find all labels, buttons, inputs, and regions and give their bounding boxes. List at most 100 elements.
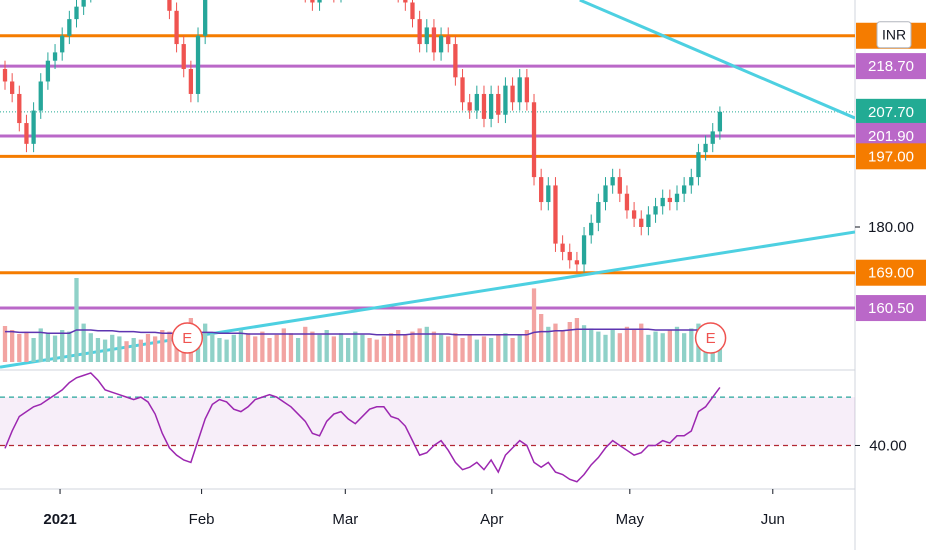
currency-label: INR xyxy=(882,26,906,42)
candle-body xyxy=(453,44,458,78)
price-level-label: 207.70 xyxy=(868,104,914,121)
rsi-band-fill xyxy=(0,397,855,446)
candle-body xyxy=(10,81,15,94)
x-tick-label: Feb xyxy=(189,511,215,528)
candle-body xyxy=(181,44,186,70)
volume-bar xyxy=(24,331,29,362)
volume-bar xyxy=(245,333,251,362)
candle-body xyxy=(639,218,644,227)
volume-bar xyxy=(617,333,622,362)
candle-body xyxy=(17,93,22,124)
volume-bar xyxy=(574,318,580,362)
candle-body xyxy=(539,177,544,203)
axes: INR 218.70 207.70 201.90 197.00 169.00 160.50 1… xyxy=(43,21,926,528)
volume-bar xyxy=(295,338,301,362)
price-level-box xyxy=(856,98,926,125)
candle-body xyxy=(503,85,508,115)
candle-body xyxy=(195,35,201,94)
volume-bar xyxy=(431,331,437,362)
volume-bar xyxy=(324,330,329,362)
volume-bar xyxy=(496,334,501,362)
candle-body xyxy=(667,197,672,203)
volume-bar xyxy=(546,326,551,362)
volume-bar xyxy=(60,330,65,362)
volume-bar xyxy=(660,333,665,362)
volume-bar xyxy=(88,333,93,362)
volume-bar xyxy=(281,328,286,362)
volume-bar xyxy=(317,334,322,362)
volume-bar xyxy=(531,288,537,362)
candle-body xyxy=(517,77,522,103)
currency-badge xyxy=(876,21,912,49)
volume-bar xyxy=(396,330,401,362)
volume-bar xyxy=(238,330,244,362)
candle-body xyxy=(653,206,658,215)
rsi-y-tick-label: 40.00 xyxy=(869,437,907,454)
volume-bar xyxy=(210,334,215,362)
volume-bar xyxy=(253,336,258,362)
candle-body xyxy=(38,81,43,111)
candle-body xyxy=(510,85,515,103)
volume-bar xyxy=(689,328,694,362)
trendline xyxy=(579,0,855,120)
candle-body xyxy=(524,77,530,103)
price-level-box xyxy=(856,295,926,322)
volume-bar xyxy=(303,326,308,362)
volume-bar xyxy=(338,333,344,362)
candle-body xyxy=(710,131,715,144)
volume-bar xyxy=(17,334,22,362)
candle-body xyxy=(446,35,451,45)
volume-bar xyxy=(681,333,687,362)
volume-bar xyxy=(488,338,494,362)
volume-bar xyxy=(138,339,143,362)
price-level-label: 218.70 xyxy=(868,58,914,75)
candle-body xyxy=(174,10,179,45)
volume-bar xyxy=(503,333,508,362)
earnings-label: E xyxy=(182,330,192,347)
candle-body xyxy=(496,93,501,115)
volume-bar xyxy=(589,328,594,362)
candle-body xyxy=(589,222,594,236)
volume-bar xyxy=(417,328,422,362)
candle-body xyxy=(631,210,637,219)
candle-body xyxy=(403,0,408,3)
volume-bar xyxy=(553,323,558,362)
volume-bar xyxy=(260,331,265,362)
volume-bar xyxy=(31,338,36,362)
volume-bar xyxy=(596,331,601,362)
volume-bar xyxy=(446,336,451,362)
candle-body xyxy=(703,143,708,153)
candle-body xyxy=(581,235,587,265)
volume-bar xyxy=(38,328,43,362)
candle-body xyxy=(24,123,29,144)
volume-bar xyxy=(374,339,379,362)
volume-bar xyxy=(231,334,236,362)
candle-body xyxy=(167,0,172,11)
candle-body xyxy=(624,193,630,211)
candle-body xyxy=(481,93,487,119)
rsi-line xyxy=(4,372,721,483)
volume-bar xyxy=(639,323,644,362)
volume-bar xyxy=(603,334,608,362)
candle-body xyxy=(560,243,565,252)
volume-bar xyxy=(360,334,365,362)
volume-bar xyxy=(567,322,572,362)
price-level-label: 169.00 xyxy=(868,265,914,282)
rsi-pane xyxy=(0,372,855,483)
volume-bar xyxy=(217,338,222,362)
candle-body xyxy=(188,69,194,94)
volume-bar xyxy=(539,314,544,362)
price-level-box xyxy=(856,53,926,80)
candle-body xyxy=(317,0,322,3)
candle-body xyxy=(438,35,444,53)
candle-body xyxy=(546,185,551,203)
volume-bar xyxy=(95,338,101,362)
volume-bar xyxy=(524,330,530,362)
price-level-box xyxy=(856,143,926,170)
candle-body xyxy=(617,177,622,194)
volume-bar xyxy=(117,336,122,362)
volume-bar xyxy=(274,334,279,362)
volume-bar xyxy=(367,338,372,362)
volume-bar xyxy=(288,333,294,362)
